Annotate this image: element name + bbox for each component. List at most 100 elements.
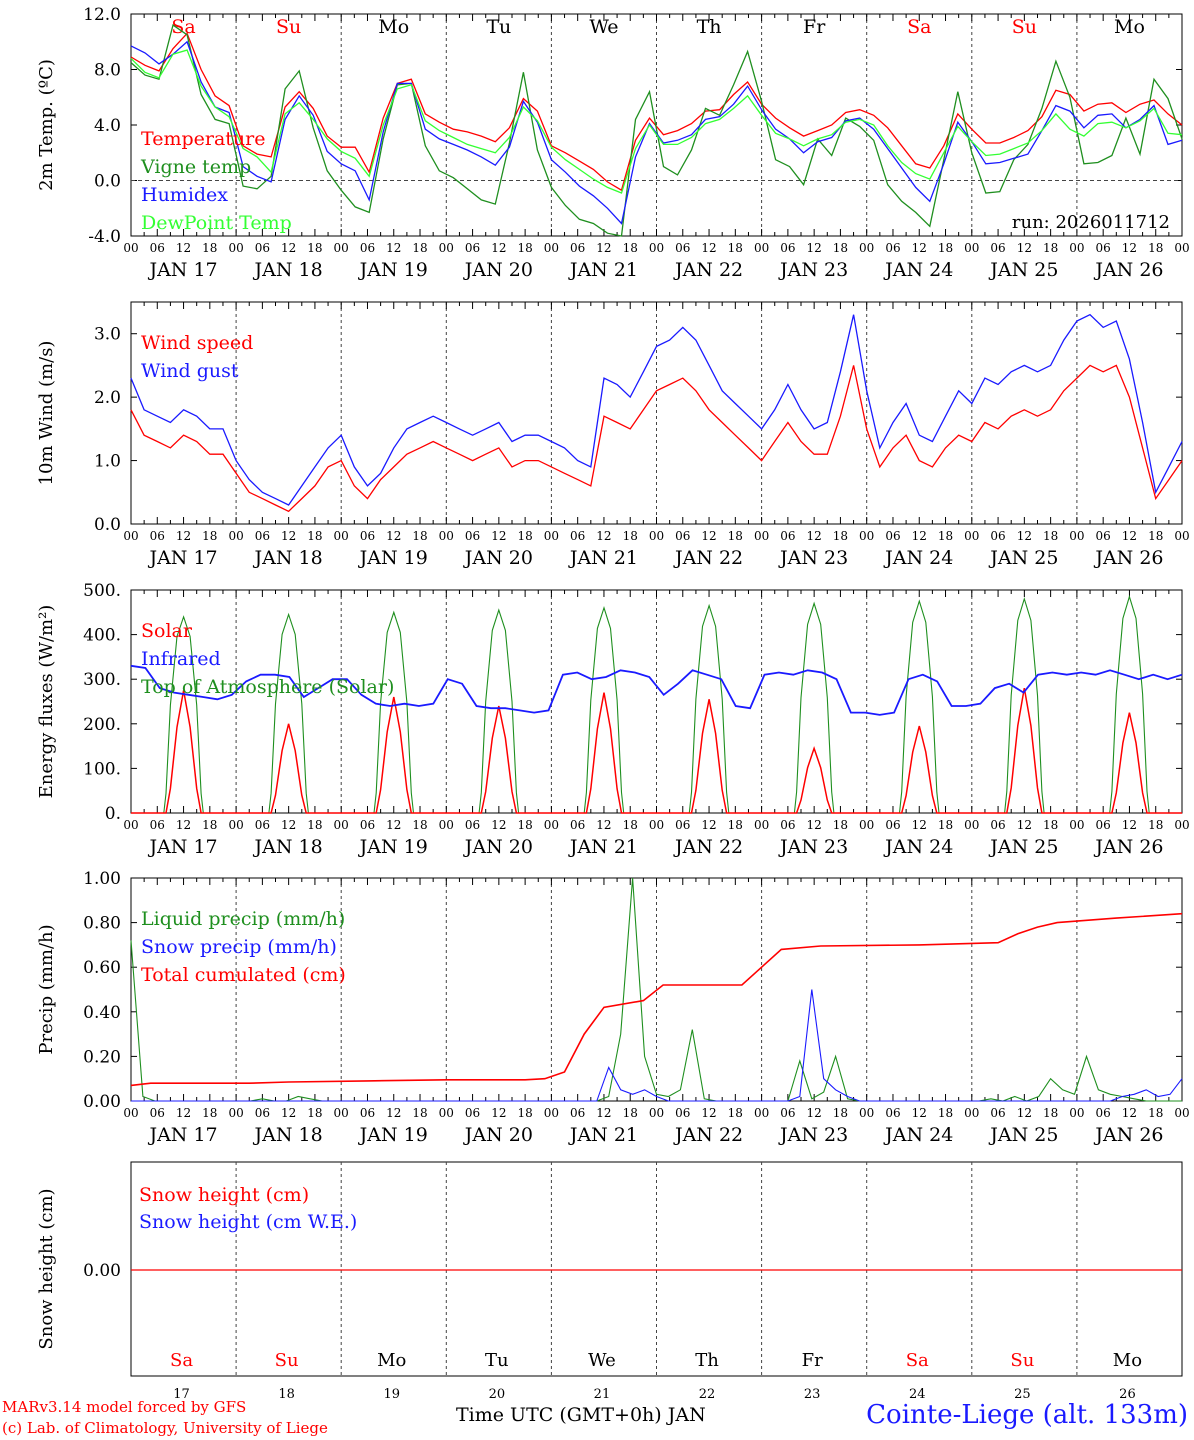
hour-tick-label: 18 [623, 241, 638, 255]
hour-tick-label: 00 [754, 529, 769, 543]
y-tick-label: 0. [105, 804, 121, 824]
date-label: JAN 20 [463, 259, 533, 281]
day-number-label: 23 [804, 1387, 821, 1402]
hour-tick-label: 06 [780, 818, 795, 832]
hour-tick-label: 00 [649, 241, 664, 255]
hour-tick-label: 00 [334, 529, 349, 543]
hour-tick-label: 12 [912, 818, 927, 832]
hour-tick-label: 06 [255, 529, 270, 543]
hour-tick-label: 06 [360, 1106, 375, 1120]
hour-tick-label: 00 [123, 818, 138, 832]
credit-lab: (c) Lab. of Climatology, University of L… [2, 1419, 328, 1437]
hour-tick-label: 18 [1148, 1106, 1163, 1120]
y-axis-label: 10m Wind (m/s) [36, 341, 57, 486]
energy-legend-2: Top of Atmosphere (Solar) [141, 676, 394, 698]
weekday-label: We [589, 16, 618, 38]
y-tick-label: 100. [83, 759, 121, 779]
hour-tick-label: 06 [150, 818, 165, 832]
hour-tick-label: 00 [334, 1106, 349, 1120]
series-line-temp-2 [130, 40, 1183, 225]
date-label: JAN 17 [147, 547, 217, 569]
wind-legend-1: Wind gust [141, 360, 239, 382]
date-label: JAN 26 [1093, 836, 1163, 858]
hour-tick-label: 06 [360, 818, 375, 832]
day-number-label: 18 [278, 1387, 295, 1402]
hour-tick-label: 06 [465, 529, 480, 543]
hour-tick-label: 00 [859, 241, 874, 255]
hour-tick-label: 06 [885, 241, 900, 255]
hour-tick-label: 00 [544, 529, 559, 543]
hour-tick-label: 18 [833, 818, 848, 832]
hour-tick-label: 00 [964, 1106, 979, 1120]
weekday-label: Sa [907, 16, 931, 38]
series-line-cumulated [130, 912, 1183, 1087]
weekday-label-bottom: Su [1010, 1350, 1034, 1371]
hour-tick-label: 06 [1096, 241, 1111, 255]
date-label: JAN 17 [147, 259, 217, 281]
hour-tick-label: 12 [1122, 1106, 1137, 1120]
date-label: JAN 18 [253, 259, 323, 281]
hour-tick-label: 18 [938, 1106, 953, 1120]
date-label: JAN 18 [253, 547, 323, 569]
y-tick-label: 400. [83, 626, 121, 646]
date-label: JAN 19 [358, 547, 428, 569]
hour-tick-label: 06 [255, 1106, 270, 1120]
hour-tick-label: 18 [307, 241, 322, 255]
y-tick-label: 8.0 [94, 61, 121, 81]
hour-tick-label: 12 [281, 818, 296, 832]
snow-legend-0: Snow height (cm) [139, 1184, 309, 1206]
hour-tick-label: 12 [807, 1106, 822, 1120]
hour-tick-label: 00 [859, 1106, 874, 1120]
hour-tick-label: 00 [439, 818, 454, 832]
date-label: JAN 21 [568, 547, 638, 569]
hour-tick-label: 00 [1069, 1106, 1084, 1120]
hour-tick-label: 06 [570, 529, 585, 543]
y-tick-label: 300. [83, 670, 121, 690]
y-tick-label: 3.0 [94, 325, 121, 345]
hour-tick-label: 06 [465, 241, 480, 255]
hour-tick-label: 18 [202, 241, 217, 255]
hour-tick-label: 00 [228, 241, 243, 255]
hour-tick-label: 00 [754, 241, 769, 255]
hour-tick-label: 12 [701, 529, 716, 543]
hour-tick-label: 00 [228, 529, 243, 543]
y-axis-label: Energy fluxes (W/m²) [36, 605, 57, 799]
hour-tick-label: 00 [649, 1106, 664, 1120]
hour-tick-label: 00 [544, 818, 559, 832]
y-axis-label: Snow height (cm) [36, 1188, 57, 1349]
hour-tick-label: 06 [150, 529, 165, 543]
hour-tick-label: 12 [912, 529, 927, 543]
hour-tick-label: 18 [833, 529, 848, 543]
y-tick-label: 2.0 [94, 388, 121, 408]
y-tick-label: 0.40 [83, 1003, 121, 1023]
date-label: JAN 20 [463, 836, 533, 858]
date-label: JAN 20 [463, 1124, 533, 1146]
hour-tick-label: 06 [885, 1106, 900, 1120]
hour-tick-label: 18 [517, 529, 532, 543]
hour-tick-label: 12 [807, 241, 822, 255]
day-number-label: 22 [699, 1387, 716, 1402]
hour-tick-label: 06 [675, 241, 690, 255]
y-tick-label: 0.00 [83, 1261, 121, 1281]
hour-tick-label: 00 [1174, 1106, 1189, 1120]
day-number-label: 26 [1119, 1387, 1136, 1402]
series-line-solar [131, 687, 1182, 814]
precip-legend-2: Total cumulated (cm) [141, 964, 346, 986]
hour-tick-label: 12 [281, 529, 296, 543]
series-line-wind-0 [130, 364, 1183, 513]
series-line-infrared [130, 664, 1183, 716]
hour-tick-label: 06 [570, 1106, 585, 1120]
y-tick-label: 0.60 [83, 958, 121, 978]
hour-tick-label: 18 [1148, 241, 1163, 255]
station-title: Cointe-Liege (alt. 133m) [866, 1400, 1188, 1430]
hour-tick-label: 06 [360, 529, 375, 543]
hour-tick-label: 12 [701, 1106, 716, 1120]
hour-tick-label: 12 [491, 241, 506, 255]
hour-tick-label: 00 [439, 1106, 454, 1120]
hour-tick-label: 06 [150, 241, 165, 255]
hour-tick-label: 12 [386, 818, 401, 832]
hour-tick-label: 12 [491, 529, 506, 543]
hour-tick-label: 00 [334, 818, 349, 832]
series-line-temp-1 [130, 24, 1183, 237]
